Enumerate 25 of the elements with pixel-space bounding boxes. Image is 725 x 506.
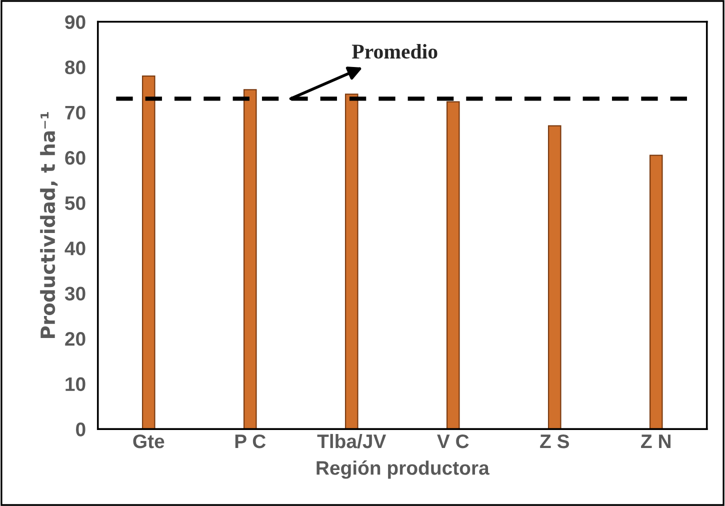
y-tick-label: 60 bbox=[65, 151, 86, 165]
x-tick-label: Gte bbox=[133, 434, 164, 448]
bar bbox=[243, 89, 257, 430]
x-tick-label: V C bbox=[437, 434, 469, 448]
x-tick-label: P C bbox=[235, 434, 266, 448]
bar bbox=[548, 125, 562, 430]
y-tick-label: 40 bbox=[64, 242, 86, 256]
y-axis-title: Productividad, t ha⁻¹ bbox=[40, 112, 58, 338]
y-tick-label: 0 bbox=[76, 422, 86, 436]
x-axis-title: Región productora bbox=[316, 460, 490, 479]
bar bbox=[344, 94, 358, 430]
bar bbox=[446, 101, 460, 430]
y-tick-label: 30 bbox=[64, 286, 86, 301]
y-tick-label: 80 bbox=[65, 60, 86, 74]
x-tick-label: Tlba/JV bbox=[317, 434, 386, 448]
y-tick-label: 90 bbox=[65, 15, 86, 29]
x-tick-label: Z S bbox=[540, 434, 569, 448]
y-tick-label: 70 bbox=[65, 106, 86, 120]
bar bbox=[142, 76, 156, 430]
bar bbox=[649, 154, 663, 430]
y-tick-label: 10 bbox=[66, 377, 86, 392]
y-tick-label: 20 bbox=[65, 332, 86, 346]
y-tick-label: 50 bbox=[65, 196, 86, 210]
ref-line-label: Promedio bbox=[352, 44, 438, 59]
x-tick-label: Z N bbox=[641, 434, 670, 448]
